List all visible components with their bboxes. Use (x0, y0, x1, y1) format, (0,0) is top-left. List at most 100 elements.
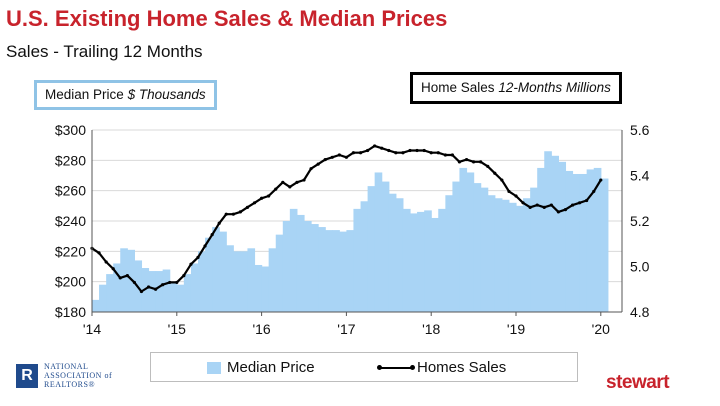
x-tick-label: '14 (83, 321, 101, 337)
axes-group: $180 $200 $220 $240 $260 $280 $300 4.8 5.0 5.2 5.4… (55, 122, 650, 337)
homes-sales-point (281, 180, 285, 184)
median-price-bar (424, 210, 432, 312)
median-price-bar (233, 251, 241, 312)
median-price-bar (438, 208, 446, 312)
y-left-tick-label: $240 (55, 213, 86, 229)
homes-sales-point (288, 185, 292, 189)
x-tick-label: '19 (507, 321, 525, 337)
homes-sales-point (358, 151, 363, 155)
median-price-bar (332, 230, 340, 312)
homes-sales-point (556, 210, 561, 214)
legend-line-dot-left (377, 365, 382, 370)
homes-sales-point (111, 267, 115, 271)
stewart-logo: stewart (606, 372, 670, 393)
y-left-tick-label: $200 (55, 274, 86, 290)
y-left-tick-label: $220 (55, 243, 86, 259)
homes-sales-point (542, 205, 546, 209)
median-price-bar (508, 202, 517, 312)
median-price-bar (304, 221, 312, 312)
legend-area-swatch (207, 362, 221, 374)
median-price-bar (395, 198, 404, 312)
homes-sales-point (252, 201, 257, 205)
median-price-bar (155, 271, 164, 312)
homes-sales-point (189, 262, 193, 266)
median-price-bar (127, 249, 135, 312)
y-left-tick-label: $180 (55, 304, 86, 320)
homes-sales-point (450, 153, 454, 157)
homes-sales-point (585, 198, 589, 203)
homes-sales-point (507, 189, 511, 194)
homes-sales-point (330, 155, 334, 159)
homes-sales-point (443, 153, 447, 157)
homes-sales-point (464, 157, 469, 162)
homes-sales-point (260, 196, 264, 200)
median-price-bar (212, 227, 220, 312)
median-price-bar (261, 266, 270, 312)
x-tick-label: '16 (252, 321, 270, 337)
homes-sales-line-group (90, 144, 603, 294)
right-axis-label-main: Home Sales (421, 80, 495, 95)
median-price-bar (417, 211, 425, 312)
homes-sales-point (245, 205, 250, 209)
median-price-bar (183, 274, 192, 312)
median-price-bar (325, 230, 333, 312)
right-axis-label-unit: 12-Months Millions (498, 80, 611, 95)
homes-sales-point (599, 178, 603, 182)
nar-line-1: NATIONAL (44, 362, 89, 371)
homes-sales-point (351, 151, 356, 155)
legend-area-label: Median Price (227, 359, 315, 376)
median-price-bar (600, 178, 609, 312)
x-tick-label: '18 (422, 321, 440, 337)
homes-sales-point (514, 194, 518, 198)
left-axis-label-box: Median Price $ Thousands (34, 80, 217, 110)
homes-sales-point (373, 144, 377, 148)
median-price-bar (148, 271, 157, 312)
homes-sales-point (479, 160, 483, 164)
median-price-bar (537, 167, 545, 312)
homes-sales-point (457, 160, 462, 164)
homes-sales-point (267, 194, 271, 198)
homes-sales-point (549, 203, 553, 207)
median-price-bar (501, 199, 510, 312)
median-price-bar (487, 195, 496, 312)
median-price-bar (339, 231, 347, 312)
homes-sales-point (182, 274, 186, 278)
homes-sales-point (521, 201, 525, 205)
homes-sales-point (196, 255, 200, 259)
homes-sales-point (344, 155, 348, 159)
y-right-tick-label: 5.2 (630, 213, 650, 229)
y-right-tick-label: 5.4 (630, 168, 650, 184)
homes-sales-point (217, 221, 221, 225)
homes-sales-point (486, 164, 490, 168)
homes-sales-point (302, 178, 306, 182)
left-axis-label-unit: $ Thousands (127, 87, 206, 102)
homes-sales-point (132, 280, 136, 285)
homes-sales-point (161, 283, 165, 287)
homes-sales-point (168, 280, 172, 285)
median-price-bar (466, 172, 475, 312)
homes-sales-point (323, 157, 327, 162)
median-price-bar (381, 181, 390, 312)
homes-sales-point (316, 162, 320, 166)
median-price-bar (586, 169, 595, 312)
nar-line-3: REALTORS® (44, 380, 96, 389)
homes-sales-point (104, 260, 108, 264)
left-axis-label-main: Median Price (45, 87, 124, 102)
median-price-bar (106, 274, 114, 312)
median-price-bar (311, 224, 319, 312)
homes-sales-point (436, 151, 440, 155)
median-price-bar (523, 198, 531, 312)
homes-sales-point (415, 148, 419, 153)
homes-sales-point (118, 276, 122, 280)
median-price-bar (99, 284, 107, 312)
median-price-bar (240, 251, 249, 312)
homes-sales-point (154, 287, 158, 291)
median-price-bar (410, 213, 418, 312)
nar-logo: R NATIONAL ASSOCIATION of REALTORS® (8, 362, 148, 398)
median-price-bar (268, 248, 277, 312)
median-price-bar (452, 181, 461, 312)
y-left-tick-label: $300 (55, 122, 86, 138)
x-tick-label: '17 (337, 321, 355, 337)
homes-sales-point (274, 187, 278, 191)
median-price-bar (346, 230, 355, 312)
